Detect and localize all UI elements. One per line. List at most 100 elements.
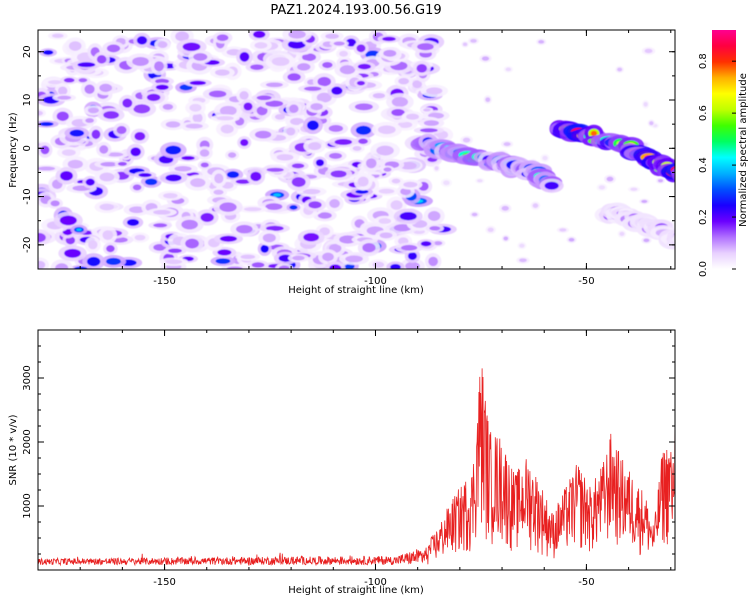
lower-trace-blob-halo <box>679 240 707 253</box>
upper-signal-blob-halo <box>675 169 696 187</box>
spectrogram-frame <box>37 29 676 270</box>
noise-blob <box>182 42 201 52</box>
noise-blob <box>357 63 371 70</box>
faint-blob <box>501 205 509 211</box>
spectrogram-x-tick-label: -100 <box>364 276 387 287</box>
snr-panel: -150 -100 -50 1000 2000 3000 Height of strai… <box>8 329 676 596</box>
noise-blob <box>38 260 46 269</box>
faint-blob <box>503 236 509 241</box>
noise-blob <box>200 212 214 222</box>
noise-blob <box>185 238 199 249</box>
noise-blob <box>407 252 417 260</box>
faint-blob <box>559 228 567 232</box>
faint-blob <box>519 243 525 248</box>
noise-blob <box>87 107 100 114</box>
noise-blob <box>345 38 357 47</box>
snr-y-label: SNR (10 * v/v) <box>8 414 19 485</box>
noise-blob <box>383 49 397 57</box>
noise-blob <box>334 139 353 145</box>
noise-blob <box>412 80 423 89</box>
noise-blob <box>339 235 357 244</box>
noise-blob <box>302 188 321 195</box>
noise-blob <box>155 78 170 84</box>
faint-blob <box>443 180 450 186</box>
noise-blob <box>378 218 392 224</box>
faint-blob <box>519 258 527 263</box>
faint-blob <box>503 142 511 147</box>
lower-trace-blob <box>681 238 695 246</box>
noise-blob <box>220 124 234 134</box>
upper-signal-blob <box>675 170 686 179</box>
lower-trace-blob <box>684 246 696 253</box>
noise-blob <box>132 184 142 191</box>
noise-blob <box>133 104 151 114</box>
noise-blob <box>250 171 262 182</box>
faint-blob <box>568 237 575 242</box>
noise-blob <box>106 152 124 157</box>
noise-blob <box>254 130 272 139</box>
noise-blob <box>399 211 417 221</box>
upper-signal-blob-core <box>590 130 597 137</box>
noise-blob <box>96 55 107 64</box>
snr-x-ticks: -150 -100 -50 <box>37 330 672 588</box>
noise-blob <box>102 230 114 241</box>
noise-blob <box>358 138 368 144</box>
noise-blob <box>217 249 232 256</box>
noise-blob <box>100 162 118 167</box>
lower-trace-blob-halo <box>680 243 701 255</box>
noise-blob <box>236 224 253 234</box>
noise-blob <box>106 257 121 266</box>
noise-blob <box>265 82 283 88</box>
noise-blob <box>99 83 113 92</box>
noise-blob <box>122 98 133 108</box>
noise-blob <box>239 52 250 62</box>
snr-y-tick-label: 2000 <box>22 429 33 454</box>
noise-blob <box>199 149 210 157</box>
noise-blob <box>56 111 69 121</box>
noise-blob <box>331 86 343 95</box>
noise-blob <box>426 87 443 95</box>
noise-blob <box>165 145 182 155</box>
faint-blob <box>487 227 494 233</box>
noise-blob <box>325 33 339 39</box>
snr-x-tick-label: -150 <box>153 577 176 588</box>
noise-blob <box>292 255 305 261</box>
noise-blob <box>216 116 234 121</box>
noise-blob <box>433 241 443 246</box>
faint-blob <box>542 155 548 161</box>
snr-background <box>38 330 675 570</box>
noise-blob <box>103 111 120 119</box>
spectrogram-y-ticks: -20 -10 0 10 20 <box>22 45 675 270</box>
noise-blob <box>61 149 76 156</box>
noise-blob <box>315 159 325 167</box>
noise-blob <box>339 65 356 75</box>
upper-signal-blob <box>680 173 692 183</box>
noise-blob <box>78 78 88 83</box>
noise-blob <box>69 129 85 137</box>
snr-y-ticks: 1000 2000 3000 <box>22 329 675 555</box>
noise-blob <box>165 121 181 128</box>
noise-blob <box>175 31 190 42</box>
faint-blob <box>641 199 648 203</box>
lower-trace-blob-halo <box>672 234 675 245</box>
noise-blob <box>288 30 306 39</box>
noise-blob <box>213 189 224 195</box>
noise-blob <box>356 80 366 86</box>
noise-blob <box>157 41 168 49</box>
noise-blob <box>307 120 319 131</box>
colorbar-tick-label: 0.8 <box>698 53 709 69</box>
noise-blob <box>116 126 127 135</box>
noise-blob <box>322 252 334 262</box>
noise-blob <box>192 113 203 123</box>
noise-blob <box>390 200 403 210</box>
noise-blob <box>345 255 363 263</box>
noise-blob <box>117 161 127 166</box>
noise-blob <box>265 225 284 231</box>
noise-blob <box>216 34 229 42</box>
noise-blob <box>390 263 401 269</box>
noise-blob <box>419 128 438 133</box>
lower-trace-blob <box>684 243 701 250</box>
colorbar-tick-label: 0.4 <box>698 157 709 173</box>
